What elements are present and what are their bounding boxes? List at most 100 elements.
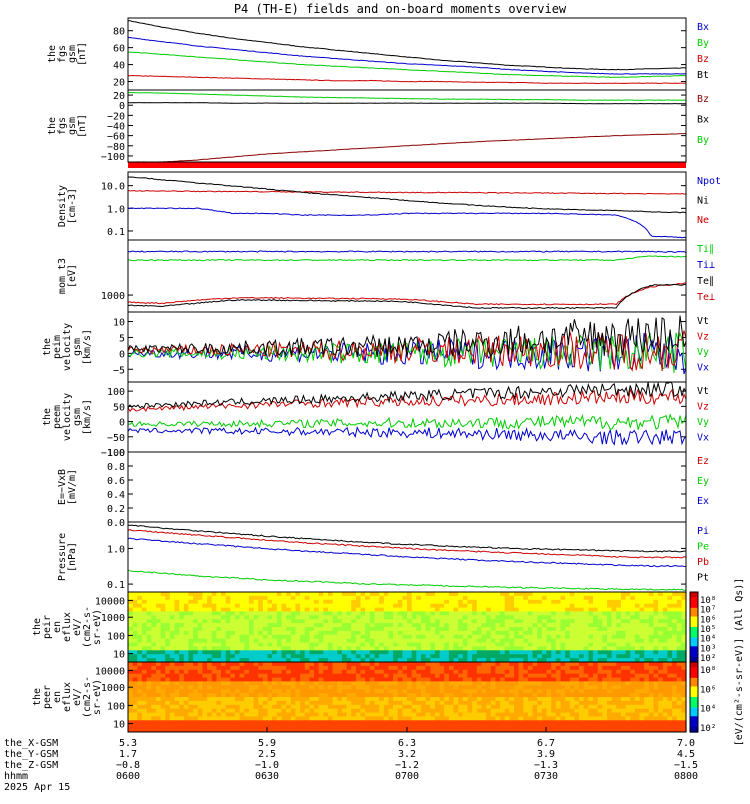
heatmap-cell — [225, 634, 231, 640]
heatmap-cell — [328, 592, 334, 597]
heatmap-cell — [328, 627, 334, 632]
heatmap-cell — [527, 599, 534, 605]
heatmap-cell — [681, 638, 687, 644]
heatmap-cell — [634, 603, 641, 609]
heatmap-cell — [434, 592, 441, 597]
heatmap-cell — [448, 607, 455, 612]
heatmap-cell — [155, 599, 162, 605]
heatmap-cell — [579, 607, 585, 612]
heatmap-cell — [374, 646, 380, 651]
heatmap-cell — [346, 627, 352, 632]
heatmap-cell — [239, 642, 245, 647]
heatmap-cell — [681, 599, 687, 605]
heatmap-cell — [504, 615, 510, 620]
heatmap-cell — [323, 623, 329, 628]
heatmap-cell — [453, 728, 459, 733]
heatmap-cell — [411, 642, 417, 647]
heatmap-cell — [672, 658, 678, 663]
heatmap-cell — [653, 650, 659, 655]
heatmap-cell — [151, 662, 157, 667]
colorbar-cell — [690, 714, 698, 717]
heatmap-cell — [225, 693, 231, 698]
heatmap-cell — [230, 689, 236, 694]
heatmap-cell — [160, 673, 166, 679]
heatmap-cell — [569, 724, 575, 729]
heatmap-cell — [662, 615, 668, 620]
heatmap-cell — [583, 603, 589, 609]
heatmap-cell — [332, 627, 338, 632]
x-row-value: 2.5 — [258, 749, 276, 760]
heatmap-cell — [514, 592, 520, 597]
heatmap-cell — [230, 677, 236, 682]
heatmap-cell — [188, 662, 194, 667]
heatmap-cell — [132, 607, 138, 612]
colorbar-cell — [690, 719, 698, 723]
heatmap-cell — [430, 627, 436, 632]
heatmap-cell — [560, 619, 566, 624]
heatmap-cell — [276, 704, 282, 710]
heatmap-cell — [639, 654, 645, 659]
heatmap-cell — [541, 634, 548, 640]
heatmap-cell — [234, 646, 241, 651]
heatmap-cell — [341, 650, 348, 655]
heatmap-cell — [448, 728, 455, 733]
heatmap-cell — [639, 630, 645, 636]
heatmap-cell — [481, 654, 487, 659]
heatmap-cell — [476, 716, 482, 721]
heatmap-cell — [393, 673, 399, 679]
heatmap-cell — [346, 685, 352, 690]
heatmap-cell — [137, 595, 143, 601]
heatmap-cell — [458, 697, 464, 702]
heatmap-cell — [230, 681, 236, 686]
heatmap-cell — [146, 634, 152, 640]
heatmap-cell — [527, 592, 534, 597]
heatmap-cell — [495, 716, 501, 721]
heatmap-cell — [332, 634, 338, 640]
heatmap-cell — [360, 681, 366, 686]
heatmap-cell — [569, 592, 575, 597]
heatmap-cell — [593, 704, 599, 710]
heatmap-cell — [216, 712, 222, 717]
heatmap-cell — [332, 592, 338, 597]
heatmap-cell — [160, 677, 166, 682]
heatmap-cell — [588, 681, 594, 686]
heatmap-cell — [197, 646, 203, 651]
heatmap-cell — [481, 716, 487, 721]
heatmap-cell — [434, 634, 441, 640]
heatmap-cell — [495, 607, 501, 612]
heatmap-cell — [467, 658, 473, 663]
heatmap-cell — [653, 599, 659, 605]
heatmap-cell — [137, 704, 143, 710]
heatmap-cell — [258, 689, 264, 694]
heatmap-cell — [388, 646, 394, 651]
heatmap-cell — [309, 642, 315, 647]
heatmap-cell — [546, 599, 552, 605]
heatmap-cell — [165, 697, 171, 702]
heatmap-cell — [514, 646, 520, 651]
colorbar-cell — [690, 641, 698, 644]
heatmap-cell — [639, 658, 645, 663]
heatmap-cell — [532, 603, 538, 609]
heatmap-cell — [500, 611, 506, 616]
heatmap-cell — [411, 615, 417, 620]
heatmap-cell — [648, 603, 654, 609]
heatmap-cell — [137, 681, 143, 686]
heatmap-cell — [411, 665, 417, 671]
heatmap-cell — [355, 595, 362, 601]
heatmap-cell — [634, 630, 641, 636]
heatmap-cell — [448, 724, 455, 729]
heatmap-cell — [560, 630, 566, 636]
heatmap-cell — [448, 677, 455, 682]
heatmap-cell — [397, 627, 403, 632]
heatmap-cell — [207, 712, 213, 717]
heatmap-cell — [402, 595, 408, 601]
heatmap-cell — [202, 724, 208, 729]
x-row-value: −0.8 — [116, 760, 140, 771]
heatmap-cell — [681, 724, 687, 729]
heatmap-cell — [286, 728, 292, 733]
heatmap-cell — [634, 665, 641, 671]
heatmap-cell — [421, 689, 427, 694]
heatmap-cell — [616, 615, 622, 620]
heatmap-cell — [188, 665, 194, 671]
